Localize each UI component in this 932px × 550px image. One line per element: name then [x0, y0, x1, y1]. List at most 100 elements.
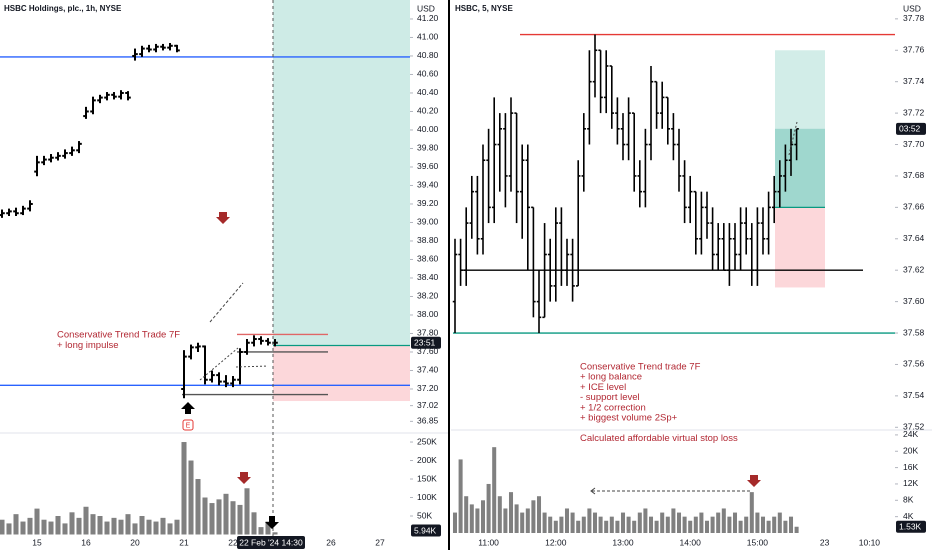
- annotation: Calculated affordable virtual stop loss: [580, 433, 738, 444]
- projection-line: [209, 282, 244, 323]
- down-arrow-icon: [747, 475, 761, 487]
- volume-bar: [604, 520, 609, 533]
- price-tick-label: 37.60: [417, 346, 439, 356]
- volume-bar: [682, 516, 687, 533]
- price-tick-label: 36.85: [417, 416, 439, 426]
- volume-bar: [637, 512, 642, 533]
- volume-bar: [660, 512, 665, 533]
- volume-bar: [48, 521, 54, 535]
- earnings-badge-text: E: [186, 422, 191, 429]
- price-tick-label: 37.76: [903, 45, 925, 55]
- volume-bar: [643, 508, 648, 533]
- price-tick-label: 37.70: [903, 139, 925, 149]
- volume-bar: [20, 521, 26, 535]
- volume-bar: [548, 516, 553, 533]
- volume-bar: [503, 508, 508, 533]
- crosshair-text: 22 Feb '24 14:30: [239, 537, 303, 547]
- volume-bar: [469, 504, 474, 533]
- chart-title: HSBC, 5, NYSE: [455, 4, 513, 13]
- volume-bar: [174, 519, 180, 535]
- price-tick-label: 37.02: [417, 400, 439, 410]
- annotation: + 1/2 correction: [580, 402, 646, 413]
- volume-bar: [766, 520, 771, 533]
- chart-title: HSBC Holdings, plc., 1h, NYSE: [4, 4, 122, 13]
- volume-tick-label: 150K: [417, 473, 437, 483]
- price-tick-label: 39.80: [417, 143, 439, 153]
- volume-bar: [676, 512, 682, 533]
- stop-zone: [775, 207, 825, 288]
- volume-bar: [97, 516, 103, 535]
- x-tick-label: 22: [228, 537, 238, 547]
- volume-bar: [654, 520, 659, 533]
- volume-tick-label: 20K: [903, 446, 918, 456]
- target-zone: [775, 50, 825, 208]
- annotation: + ICE level: [580, 382, 626, 393]
- price-tick-label: 37.62: [903, 264, 925, 274]
- volume-bar: [648, 516, 654, 533]
- x-tick-label: 21: [179, 537, 189, 547]
- price-tick-label: 39.20: [417, 198, 439, 208]
- volume-bar: [559, 516, 564, 533]
- volume-bar: [564, 508, 570, 533]
- volume-bar: [777, 512, 782, 533]
- volume-tick-label: 100K: [417, 492, 437, 502]
- volume-bar: [13, 514, 19, 535]
- price-tick-label: 40.80: [417, 50, 439, 60]
- annotation: - support level: [580, 392, 640, 403]
- price-tick-label: 37.74: [903, 76, 925, 86]
- volume-bar: [693, 516, 698, 533]
- earnings-badge: [182, 419, 194, 431]
- price-tick-label: 37.66: [903, 202, 925, 212]
- volume-bar: [132, 523, 138, 535]
- volume-bar: [609, 516, 614, 533]
- x-tick-label: 26: [326, 537, 336, 547]
- price-tick-label: 40.60: [417, 69, 439, 79]
- price-tick-label: 40.20: [417, 106, 439, 116]
- volume-bar: [237, 504, 243, 535]
- open-profit-zone: [775, 128, 825, 208]
- arrow-head: [590, 487, 596, 495]
- price-tick-label: 39.00: [417, 217, 439, 227]
- volume-bar: [665, 516, 670, 533]
- volume-tick-label: 50K: [417, 510, 432, 520]
- volume-bar: [34, 508, 40, 535]
- crosshair-tag: [237, 536, 305, 549]
- volume-tick-label: 24K: [903, 429, 918, 439]
- volume-bar: [598, 516, 603, 533]
- volume-bar: [83, 506, 89, 535]
- annotation: + long balance: [580, 372, 642, 383]
- down-arrow-icon: [265, 516, 279, 529]
- annotation: + long impulse: [57, 340, 119, 351]
- x-tick-label: 16: [81, 537, 91, 547]
- price-tick-label: 37.64: [903, 233, 925, 243]
- x-tick-label: 27: [375, 537, 385, 547]
- volume-bar: [688, 520, 693, 533]
- volume-bar: [531, 500, 536, 533]
- price-tick-label: 40.40: [417, 87, 439, 97]
- countdown-text: 03:52: [899, 124, 921, 134]
- price-tick-label: 38.00: [417, 309, 439, 319]
- price-tick-label: 41.00: [417, 32, 439, 42]
- price-tick-label: 41.20: [417, 13, 439, 23]
- volume-bar: [452, 512, 458, 533]
- volume-bar: [209, 503, 215, 535]
- volume-bar: [223, 493, 229, 535]
- volume-tick-label: 12K: [903, 478, 918, 488]
- volume-bar: [486, 483, 491, 533]
- volume-tick-label: 16K: [903, 462, 918, 472]
- volume-bar: [458, 459, 463, 533]
- volume-bar: [475, 508, 480, 533]
- last-volume-tag: [896, 520, 926, 533]
- volume-bar: [699, 512, 704, 533]
- volume-bar: [727, 516, 732, 533]
- price-tick-label: 37.56: [903, 359, 925, 369]
- volume-bar: [620, 512, 626, 533]
- volume-bar: [542, 512, 547, 533]
- volume-bar: [62, 523, 68, 535]
- x-tick-label: 12:00: [545, 537, 567, 547]
- volume-bar: [671, 508, 676, 533]
- volume-bar: [480, 500, 486, 533]
- volume-bar: [760, 516, 766, 533]
